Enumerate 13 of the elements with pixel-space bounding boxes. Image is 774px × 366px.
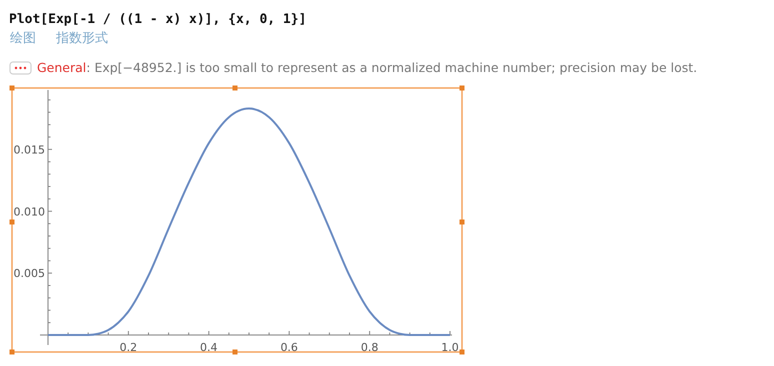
line-series: [47, 108, 451, 336]
x-tick-label: 0.2: [120, 341, 138, 354]
y-tick-label: 0.005: [14, 267, 45, 280]
y-tick-label: 0.015: [14, 143, 45, 156]
chart-title: Plot[Exp[-1 / ((1 - x) x)], {x, 0, 1}]: [9, 12, 306, 27]
x-tick-label: 0.4: [200, 341, 218, 354]
x-tick-label: 0.8: [360, 341, 378, 354]
x-tick-label: 0.6: [280, 341, 298, 354]
text: General: Exp[−48952.] is too small to represent as a normalized machine number; precision may be lost.: [37, 60, 698, 75]
x-tick-label: 1.0: [441, 341, 459, 354]
text: 指数形式: [55, 31, 108, 46]
y-tick-label: 0.010: [14, 205, 45, 218]
text: 绘图: [10, 31, 36, 46]
